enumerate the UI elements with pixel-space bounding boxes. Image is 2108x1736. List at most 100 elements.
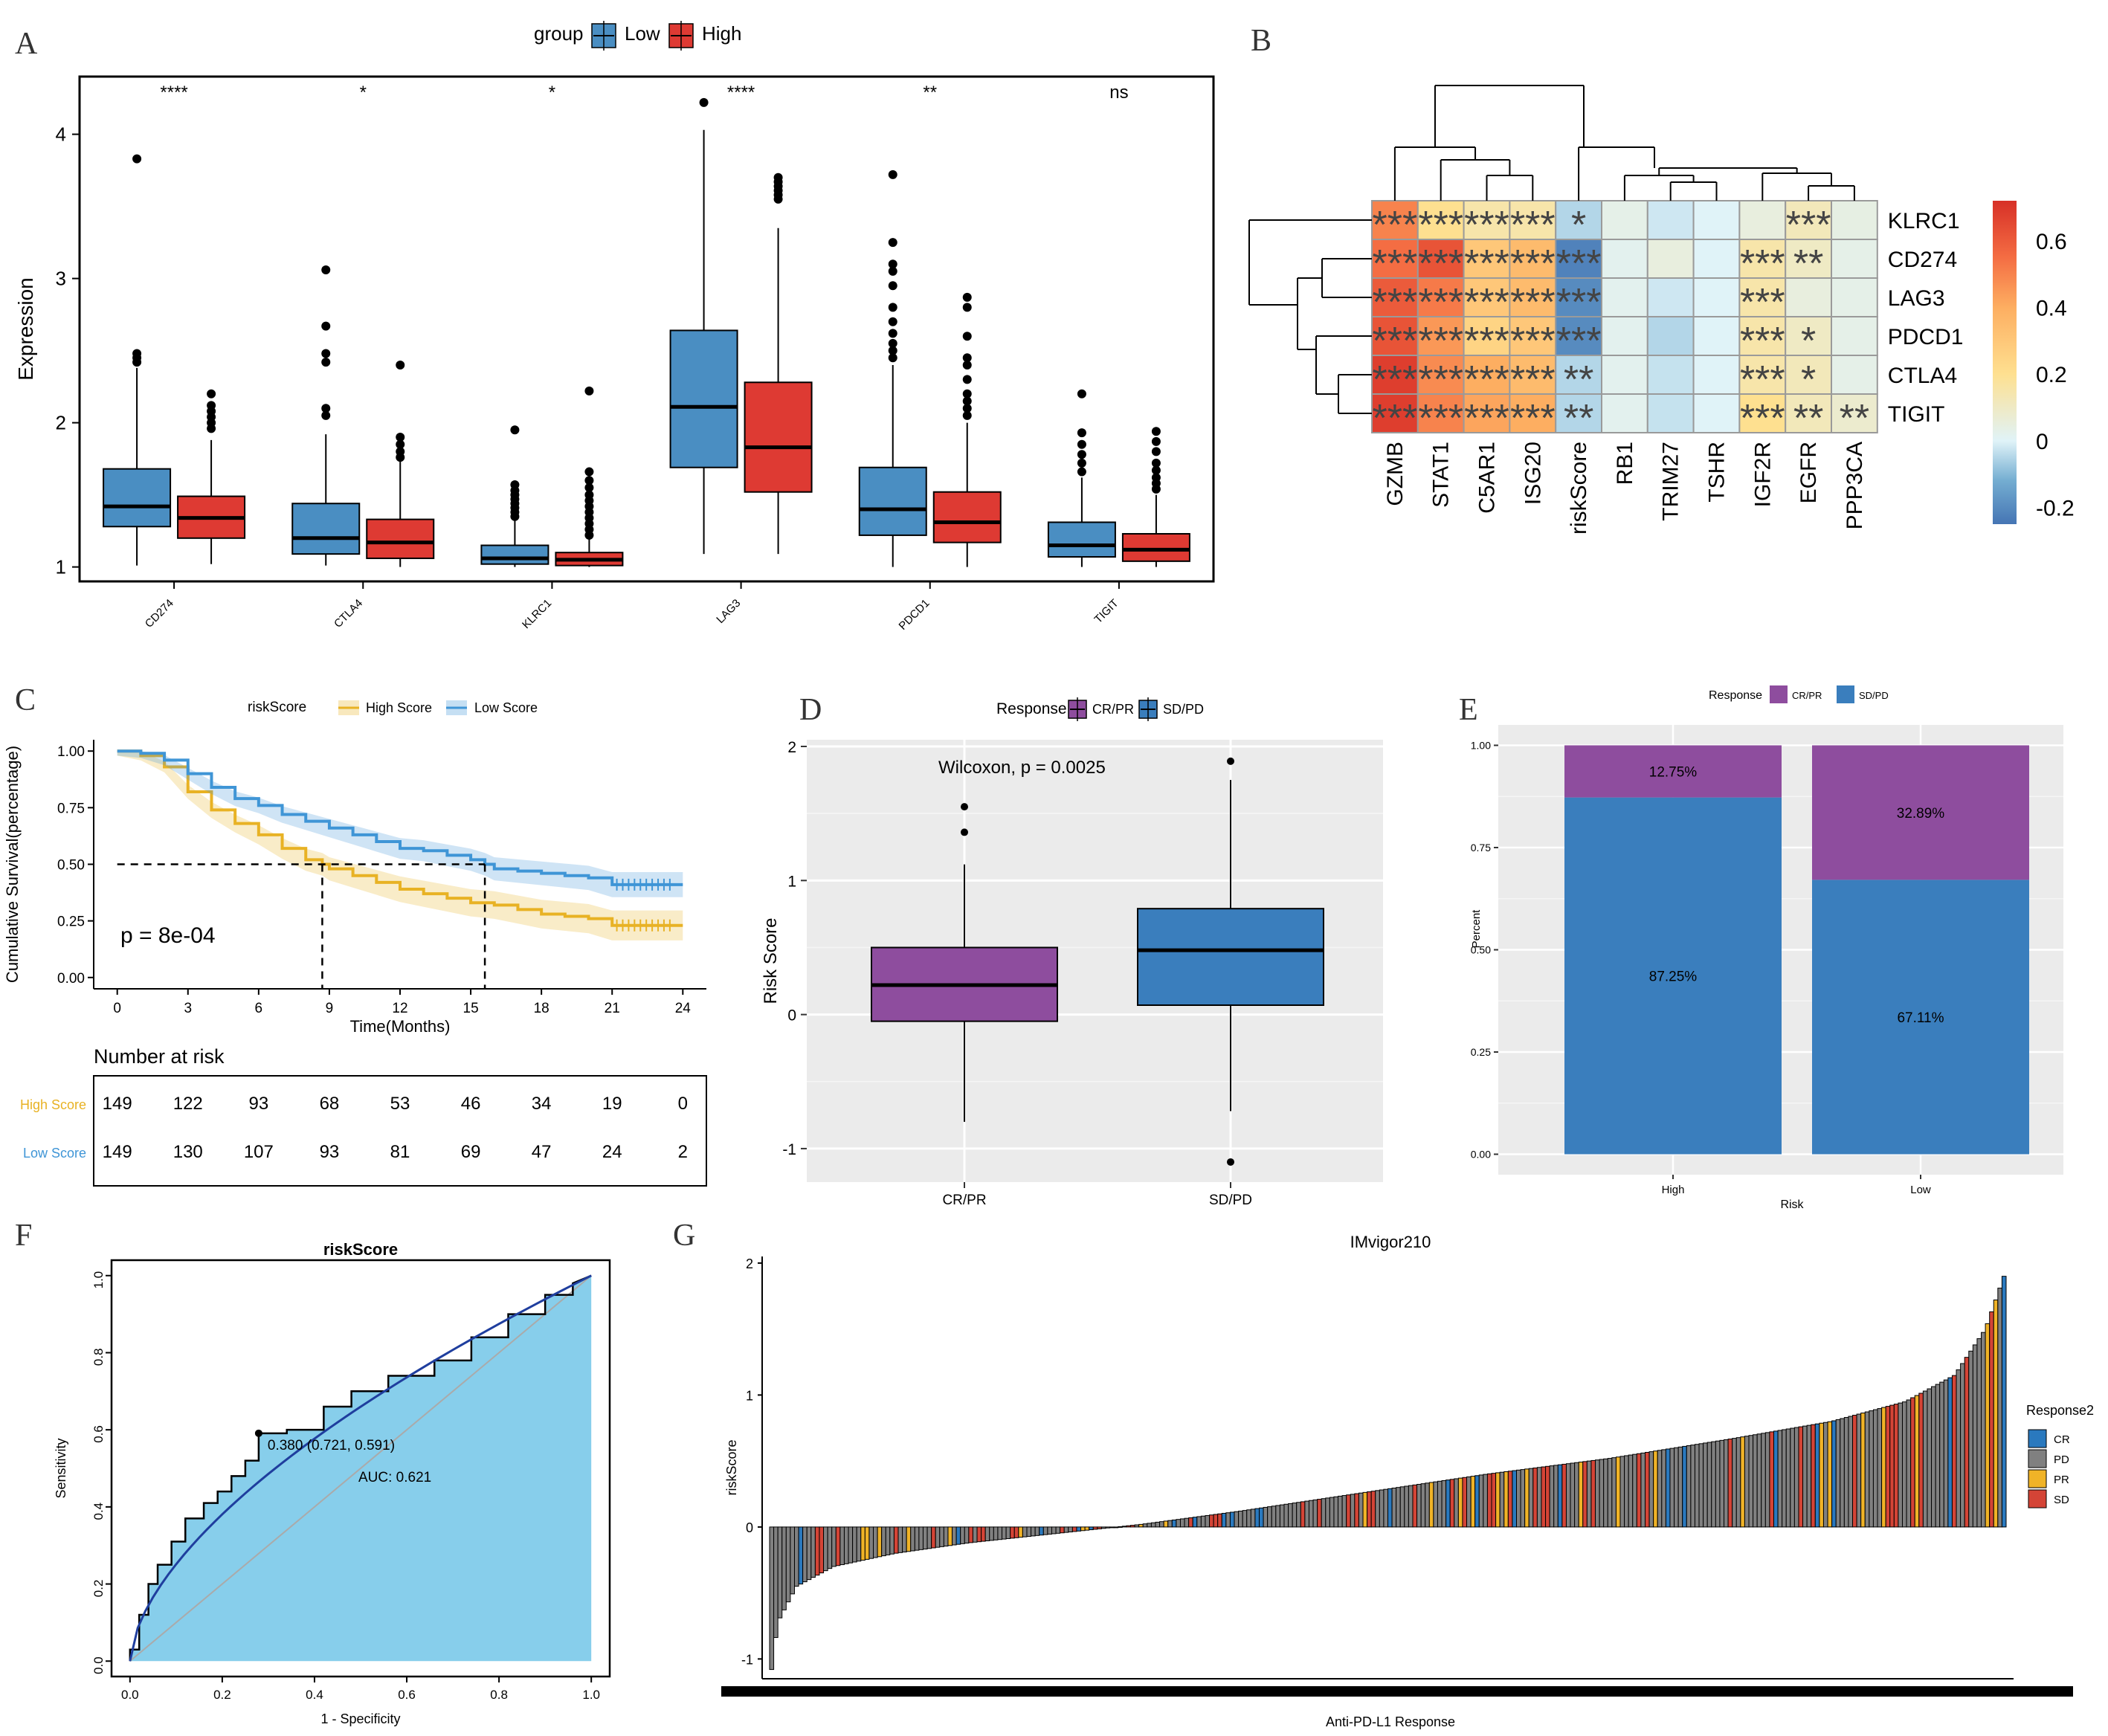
y-tick-label: 1 [787, 873, 796, 890]
waterfall-bar [1607, 1458, 1613, 1528]
box-low-pdcd1-outlier [888, 259, 897, 269]
waterfall-bar [877, 1526, 883, 1558]
box-high-pdcd1-outlier [962, 353, 972, 363]
heatmap-row-label: TIGIT [1888, 402, 1945, 427]
waterfall-bar [1416, 1483, 1422, 1528]
y-tick-label: 0.0 [91, 1656, 106, 1674]
p-value-label: p = 8e-04 [120, 923, 216, 948]
waterfall-bar [1769, 1431, 1774, 1528]
panel-label-a: A [15, 27, 38, 61]
colorbar-tick-label: 0 [2036, 430, 2049, 454]
waterfall-bar [1317, 1499, 1322, 1528]
waterfall-bar [1147, 1523, 1152, 1528]
box-high-tigit-outlier [1151, 436, 1161, 446]
waterfall-bar [873, 1526, 878, 1558]
x-tick-label: 9 [326, 1001, 334, 1016]
waterfall-bar [1553, 1465, 1559, 1528]
heatmap-star: *** [1740, 397, 1785, 440]
box-high-klrc1-outlier [584, 483, 594, 492]
legend-title: group [534, 22, 584, 45]
waterfall-bar [1358, 1492, 1364, 1528]
waterfall-bar [1470, 1476, 1476, 1528]
waterfall-bar [943, 1526, 949, 1547]
waterfall-bar [1412, 1484, 1418, 1528]
box-low-klrc1-outlier [510, 480, 520, 490]
heatmap-cell [1831, 355, 1878, 395]
waterfall-bar [1379, 1489, 1385, 1528]
waterfall-bar [1665, 1448, 1671, 1528]
legend-label-cr: CR [2054, 1433, 2070, 1446]
box-high-pdcd1-outlier [962, 396, 972, 406]
waterfall-bar [1877, 1408, 1883, 1528]
waterfall-bar [960, 1526, 965, 1544]
waterfall-bar [773, 1526, 779, 1639]
waterfall-bar [1179, 1518, 1185, 1528]
heatmap-cell [1555, 239, 1602, 279]
y-axis-label: Sensitivity [54, 1438, 68, 1498]
heatmap-cell [1692, 316, 1741, 356]
y-tick-label: 0.6 [91, 1425, 106, 1443]
box-high-tigit-outlier [1151, 427, 1161, 436]
waterfall-bar [881, 1526, 886, 1557]
legend-key-sdpd [1837, 685, 1854, 703]
heatmap-cell [1601, 239, 1648, 279]
heatmap-cell [1509, 355, 1557, 395]
heatmap-cell [1601, 277, 1648, 317]
waterfall-bar [1200, 1515, 1206, 1528]
box-high-pdcd1-outlier [962, 361, 972, 370]
bar-value-label: 12.75% [1649, 765, 1698, 781]
chart-title: IMvigor210 [1350, 1233, 1431, 1251]
waterfall-bar [1304, 1500, 1309, 1528]
panel-label-f: F [15, 1219, 32, 1253]
risk-table-row-label: High Score [20, 1097, 86, 1112]
waterfall-bar [918, 1526, 924, 1550]
waterfall-bar [1624, 1455, 1629, 1528]
risk-table-value: 130 [173, 1142, 203, 1162]
legend-label-low: Low Score [474, 700, 538, 715]
waterfall-bar [1002, 1526, 1007, 1540]
waterfall-bar [1209, 1514, 1214, 1528]
plot-frame [110, 1259, 611, 1678]
risk-table-value: 2 [678, 1142, 688, 1162]
heatmap-cell [1785, 355, 1832, 395]
x-tick-label: PDCD1 [897, 597, 932, 633]
y-tick-label: 3 [56, 268, 66, 290]
waterfall-bar [1724, 1439, 1729, 1528]
waterfall-bar [1196, 1516, 1202, 1528]
y-tick-label: 0.4 [91, 1503, 106, 1520]
waterfall-bar [976, 1526, 982, 1543]
waterfall-bar [1927, 1388, 1933, 1528]
waterfall-bar [1753, 1434, 1758, 1528]
risk-table-value: 122 [173, 1094, 203, 1114]
waterfall-bar [984, 1526, 990, 1541]
waterfall-bar [1719, 1439, 1725, 1528]
box-low-pdcd1-outlier [888, 346, 897, 355]
legend-key-pr [2028, 1469, 2047, 1488]
waterfall-bar [1981, 1332, 1986, 1528]
waterfall-bar [1060, 1526, 1065, 1534]
legend-key-crpr [1770, 685, 1788, 703]
box-low-pdcd1-outlier [888, 317, 897, 326]
legend-label-high: High Score [366, 700, 432, 715]
heatmap-star: *** [1373, 397, 1418, 440]
waterfall-bar [1084, 1526, 1090, 1531]
bar-sd-pd-low [1812, 880, 2029, 1155]
waterfall-bar [1134, 1524, 1140, 1528]
waterfall-bar [1437, 1480, 1443, 1528]
waterfall-bar [1296, 1502, 1301, 1528]
bar-value-label: 87.25% [1649, 969, 1698, 985]
waterfall-bar [1727, 1439, 1733, 1528]
waterfall-bar [1512, 1470, 1517, 1528]
x-tick-label: 0.2 [213, 1688, 231, 1702]
waterfall-bar [769, 1526, 775, 1671]
x-tick-label: 0.8 [490, 1688, 508, 1702]
heatmap-col-label: TSHR [1705, 442, 1730, 503]
waterfall-bar [1632, 1453, 1637, 1528]
waterfall-bar [1827, 1421, 1833, 1528]
heatmap-cell [1463, 393, 1511, 433]
box-low-ctla4-outlier [321, 265, 331, 274]
waterfall-bar [852, 1526, 857, 1563]
waterfall-bar [1018, 1526, 1023, 1538]
waterfall-bar [939, 1526, 944, 1547]
waterfall-bar [1031, 1526, 1036, 1537]
